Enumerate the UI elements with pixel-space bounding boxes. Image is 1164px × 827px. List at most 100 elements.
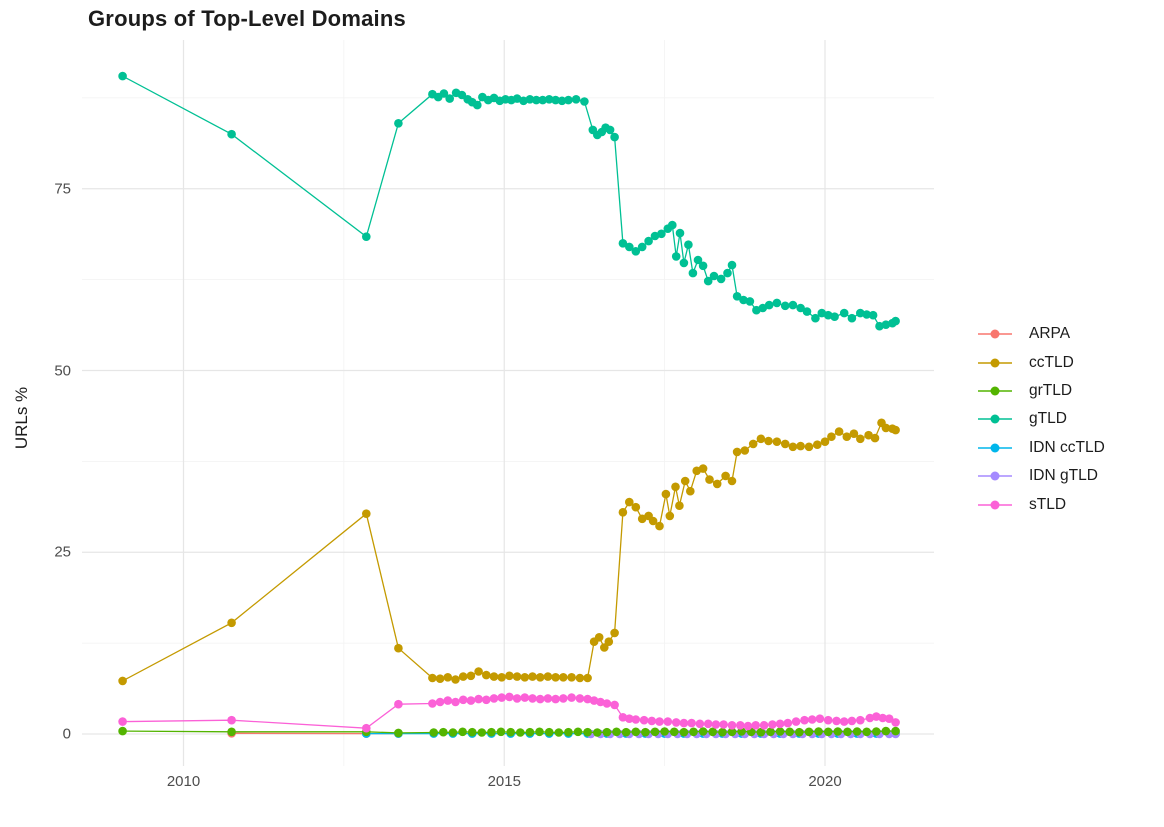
data-point [631, 502, 641, 512]
data-point [505, 692, 514, 702]
legend-label: IDN gTLD [1029, 467, 1098, 485]
data-point [538, 95, 547, 105]
data-point [732, 292, 742, 301]
data-point [118, 676, 127, 686]
data-point [891, 718, 900, 727]
data-point [884, 714, 894, 723]
data-point [429, 728, 439, 737]
data-point [631, 727, 641, 737]
data-point [637, 514, 647, 524]
data-point [688, 268, 698, 278]
data-point [679, 258, 689, 268]
data-point [227, 618, 236, 628]
data-point [839, 717, 849, 726]
data-point [827, 432, 836, 442]
data-point [768, 720, 777, 729]
data-point [554, 728, 564, 737]
data-point [727, 476, 737, 486]
legend-key [978, 325, 1012, 343]
data-point [788, 300, 798, 310]
data-point [832, 716, 841, 726]
data-point [575, 694, 585, 703]
data-point [610, 700, 619, 710]
data-point [716, 274, 726, 284]
data-point [740, 446, 750, 455]
data-point [721, 471, 730, 481]
data-point [458, 672, 468, 681]
data-point [783, 718, 793, 728]
series-cctld [118, 418, 900, 686]
data-point [362, 509, 371, 518]
data-point [796, 441, 805, 451]
data-point [583, 673, 592, 683]
data-point [618, 508, 628, 517]
y-tick-label: 0 [62, 725, 71, 743]
data-point [650, 727, 660, 737]
data-point [891, 316, 900, 326]
y-tick-label: 50 [54, 362, 71, 379]
data-point [723, 268, 732, 278]
data-point [843, 727, 852, 737]
data-point [520, 693, 530, 702]
data-point [872, 712, 881, 721]
data-point [671, 482, 680, 492]
data-point [439, 727, 448, 737]
data-point [467, 727, 477, 737]
data-point [687, 718, 696, 728]
data-point [839, 308, 849, 318]
data-point [551, 673, 560, 682]
data-point [823, 727, 833, 737]
data-point [872, 727, 881, 736]
data-point [719, 720, 728, 729]
data-point [785, 727, 794, 737]
data-point [684, 240, 693, 249]
legend-label: ARPA [1029, 325, 1071, 343]
legend-key [978, 439, 1012, 457]
data-point [600, 643, 609, 652]
data-point [834, 427, 844, 436]
data-point [227, 727, 236, 737]
data-point [830, 312, 839, 322]
data-point [618, 713, 628, 722]
data-point [435, 674, 445, 683]
data-point [743, 721, 753, 731]
data-point [791, 717, 801, 726]
data-point [535, 673, 545, 682]
data-point [458, 695, 468, 705]
legend-label: IDN ccTLD [1029, 438, 1105, 456]
data-point [439, 89, 449, 98]
data-point [525, 727, 535, 737]
legend-item-gtld: gTLD [978, 405, 1105, 433]
data-point [689, 727, 698, 737]
data-point [458, 727, 467, 737]
x-tick-label: 2010 [166, 773, 201, 790]
data-point [520, 673, 530, 682]
data-point [842, 432, 852, 442]
data-point [727, 721, 737, 730]
data-point [571, 95, 581, 104]
data-point [698, 464, 708, 473]
data-point [474, 667, 483, 676]
legend-key [978, 467, 1012, 485]
data-point [856, 434, 865, 444]
data-point [362, 232, 371, 241]
data-point [528, 672, 537, 681]
data-point [675, 228, 685, 238]
gridlines [82, 40, 934, 766]
data-point [775, 727, 785, 736]
data-point [671, 718, 681, 727]
data-point [487, 727, 496, 737]
data-point [758, 303, 768, 313]
data-point [564, 95, 573, 105]
data-point [466, 696, 476, 705]
data-point [891, 425, 900, 435]
data-point [610, 628, 619, 638]
data-point [589, 696, 599, 705]
data-point [394, 643, 403, 653]
data-point [675, 501, 684, 511]
data-point [712, 479, 722, 489]
legend-label: sTLD [1029, 495, 1067, 513]
data-point [445, 94, 455, 103]
data-point [525, 95, 535, 104]
